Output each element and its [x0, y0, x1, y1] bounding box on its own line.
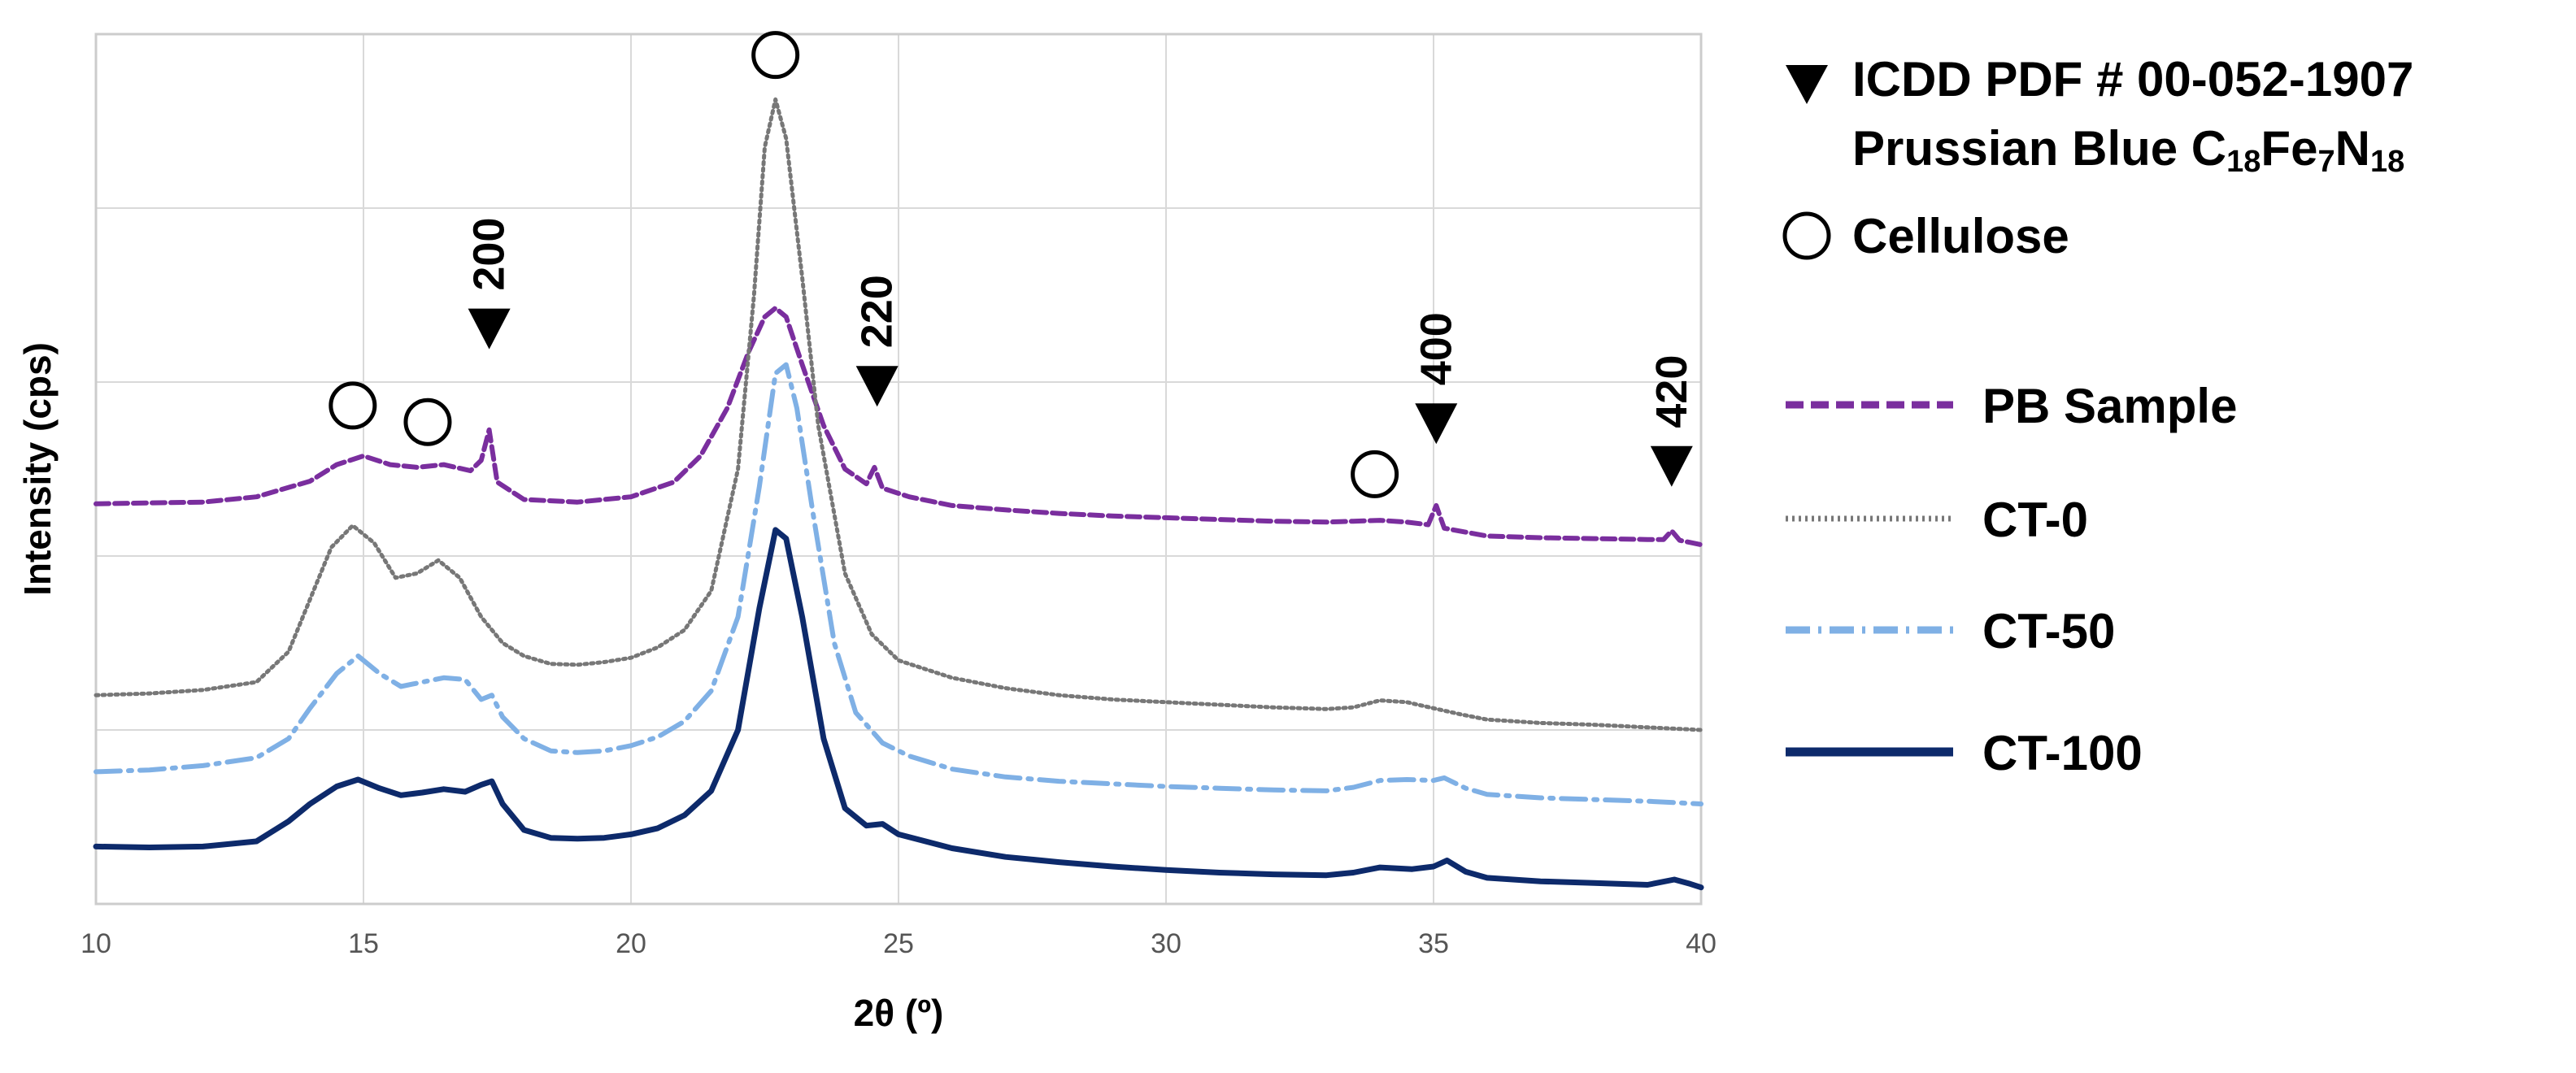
- x-tick-15: 15: [348, 928, 379, 959]
- prussian-blue-peak-marker: [1650, 445, 1693, 487]
- series-layer: [93, 97, 1704, 891]
- hkl-label-420: 420: [1647, 355, 1696, 428]
- hkl-label-220: 220: [853, 275, 902, 348]
- hkl-label-200: 200: [465, 218, 514, 291]
- legend-label-ct-50: CT-50: [1982, 604, 2115, 658]
- cellulose-peak-marker: [329, 381, 377, 430]
- x-tick-20: 20: [616, 928, 646, 959]
- pdf-reference-label: ICDD PDF # 00-052-1907: [1852, 52, 2413, 106]
- cellulose-label: Cellulose: [1852, 209, 2069, 263]
- prussian-blue-peak-marker: [855, 366, 899, 407]
- y-axis-title: Intensity (cps): [16, 342, 59, 596]
- x-tick-10: 10: [80, 928, 111, 959]
- plot-area-border: [94, 33, 1703, 906]
- legend-references: ICDD PDF # 00-052-1907 Prussian Blue C18…: [1782, 52, 2413, 263]
- triangle-legend-icon: [1786, 65, 1828, 104]
- series-line-ct-100: [93, 527, 1704, 891]
- x-tick-40: 40: [1686, 928, 1717, 959]
- x-tick-labels: 10 15 20 25 30 35 40: [80, 928, 1717, 959]
- prussian-blue-formula: Prussian Blue C18Fe7N18: [1852, 121, 2404, 179]
- circle-legend-icon: [1782, 211, 1831, 260]
- x-tick-35: 35: [1418, 928, 1449, 959]
- cellulose-peak-marker: [751, 31, 800, 80]
- legend-label-pb-sample: PB Sample: [1982, 379, 2237, 433]
- cellulose-peak-marker: [1351, 450, 1399, 498]
- legend-label-ct-0: CT-0: [1982, 493, 2088, 547]
- x-axis-title: 2θ (º): [854, 992, 944, 1034]
- legend-series: PB Sample CT-0 CT-50 CT-100: [1786, 379, 2237, 780]
- legend-label-ct-100: CT-100: [1982, 726, 2143, 780]
- cellulose-peak-marker: [403, 397, 452, 446]
- peak-markers: 200 220 400 420: [329, 31, 1696, 498]
- x-tick-30: 30: [1151, 928, 1181, 959]
- series-line-ct-50: [94, 362, 1704, 806]
- x-tick-25: 25: [883, 928, 914, 959]
- series-line-ct-0: [94, 97, 1704, 732]
- series-line-pb-sample: [94, 306, 1704, 548]
- prussian-blue-peak-marker: [468, 308, 511, 350]
- prussian-blue-peak-marker: [1415, 403, 1458, 445]
- hkl-label-400: 400: [1412, 312, 1460, 385]
